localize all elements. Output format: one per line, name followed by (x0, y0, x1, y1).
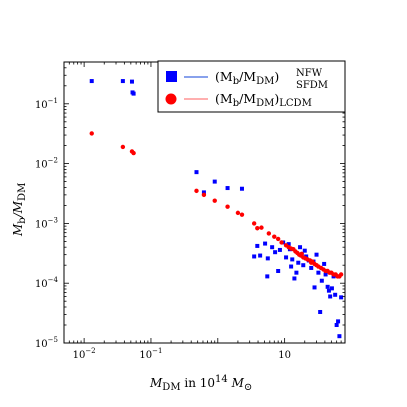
data-point-circle (89, 131, 94, 136)
axis-ticks: 10−2 10−1 10 10−1 10−2 10−3 10−4 10−5 (35, 61, 346, 361)
data-point-square (239, 186, 244, 191)
data-point-circle (275, 236, 281, 242)
data-point-square (325, 284, 330, 289)
data-point-circle (120, 144, 126, 150)
data-point-square (194, 170, 199, 175)
y-tick-label: 10−1 (35, 97, 58, 111)
data-point-square (289, 264, 294, 269)
data-point-square (273, 250, 278, 255)
data-point-circle (212, 198, 217, 203)
y-tick-label: 10−2 (35, 157, 58, 171)
data-point-circle (225, 204, 230, 209)
data-point-square (263, 241, 268, 246)
data-point-square (318, 309, 323, 314)
data-point-square (298, 245, 303, 250)
data-point-square (131, 91, 136, 96)
data-point-circle (338, 272, 344, 277)
x-tick-label: 10−1 (139, 347, 162, 361)
data-point-square (129, 79, 134, 84)
data-point-square (322, 261, 327, 266)
data-point-circle (255, 226, 260, 231)
series-sfdm-nfw (89, 79, 344, 339)
legend-label-lcdm: (Mb/MDM)LCDM (215, 91, 312, 109)
data-point-square (296, 260, 301, 265)
y-axis-label: Mb/MDM (11, 183, 28, 237)
data-point-square (276, 268, 281, 273)
data-point-circle (201, 192, 207, 198)
data-point-square (89, 79, 94, 84)
data-point-circle (131, 150, 136, 156)
legend-label-nfw: (Mb/MDM) (215, 69, 279, 87)
x-axis-label: MDM in 1014 M⊙ (149, 374, 252, 393)
data-point-square (270, 245, 275, 250)
y-tick-label: 10−3 (35, 216, 58, 230)
data-point-square (337, 334, 342, 339)
data-point-square (334, 322, 339, 327)
data-point-square (328, 294, 333, 299)
data-point-circle (235, 210, 241, 216)
data-point-square (290, 257, 295, 262)
legend-box (157, 60, 346, 113)
data-point-square (252, 254, 257, 259)
legend-label-nfw-sub: SFDM (296, 80, 328, 91)
data-point-square (265, 274, 270, 279)
data-point-circle (279, 240, 284, 245)
data-point-circle (266, 231, 272, 236)
data-point-square (277, 247, 282, 252)
data-point-circle (194, 188, 199, 194)
data-point-square (314, 252, 319, 257)
x-tick-label: 10 (278, 350, 291, 361)
data-point-square (326, 288, 331, 293)
data-point-square (201, 190, 206, 195)
data-point-square (316, 270, 321, 275)
data-point-square (329, 286, 334, 291)
x-tick-label: 10−2 (73, 347, 96, 361)
data-point-square (225, 186, 230, 191)
data-point-square (323, 272, 328, 277)
legend: (Mb/MDM) NFW SFDM (Mb/MDM)LCDM (157, 60, 346, 113)
data-point-square (333, 292, 338, 297)
data-point-square (302, 248, 307, 253)
data-point-square (286, 242, 291, 247)
data-point-circle (259, 225, 264, 230)
data-point-square (284, 255, 289, 260)
data-point-square (212, 179, 217, 184)
data-point-square (301, 263, 306, 268)
data-point-circle (272, 234, 277, 239)
data-point-square (265, 256, 270, 261)
data-point-square (294, 270, 299, 275)
data-point-square (120, 79, 125, 84)
data-point-square (258, 253, 263, 258)
data-point-square (292, 276, 297, 281)
y-tick-label: 10−4 (35, 276, 59, 290)
plot-area (89, 79, 344, 339)
data-point-square (255, 243, 260, 248)
data-point-square (312, 285, 317, 290)
y-tick-label: 10−5 (35, 336, 58, 350)
data-point-circle (299, 251, 304, 257)
data-point-square (309, 265, 314, 270)
data-point-square (319, 278, 324, 283)
legend-label-nfw-sup: NFW (296, 68, 323, 79)
data-point-square (336, 319, 341, 324)
series-lcdm (89, 131, 344, 279)
data-point-circle (251, 221, 257, 226)
data-point-square (339, 295, 344, 300)
data-point-circle (309, 260, 314, 265)
legend-marker-square (166, 71, 177, 82)
legend-marker-circle (165, 93, 177, 105)
data-point-circle (239, 212, 245, 217)
